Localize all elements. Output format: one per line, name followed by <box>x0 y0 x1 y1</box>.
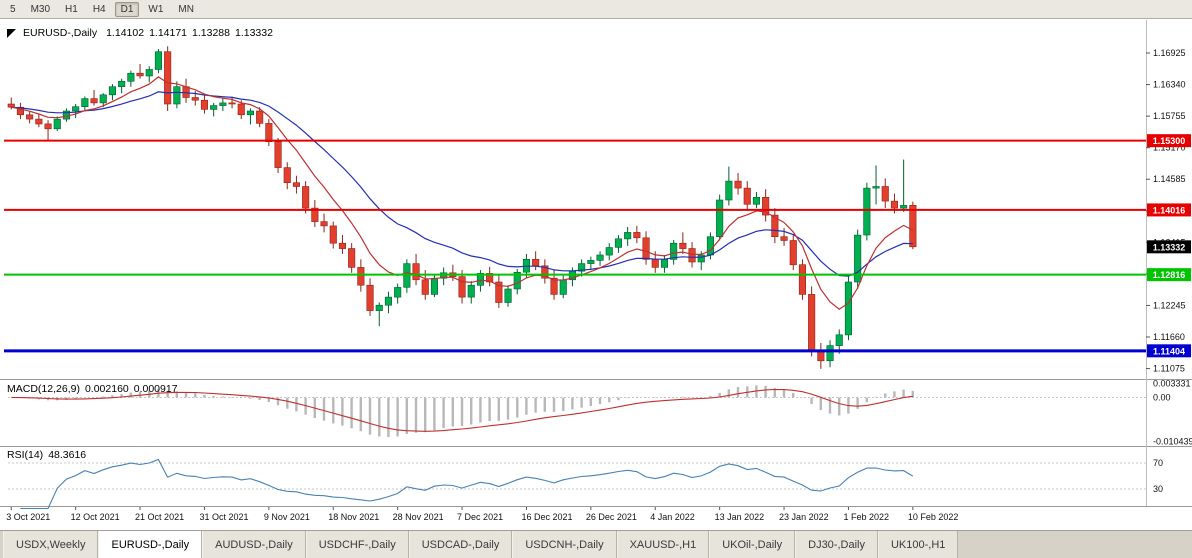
timeframe-button-5[interactable]: 5 <box>10 3 16 15</box>
svg-text:3 Oct 2021: 3 Oct 2021 <box>6 512 50 522</box>
chart-title: EURUSD-,Daily 1.14102 1.14171 1.13288 1.… <box>7 27 273 39</box>
macd-indicator: 0.003331 0.00 -0.010439 <box>8 378 1192 447</box>
time-axis: 3 Oct 2021 12 Oct 2021 21 Oct 2021 31 Oct 2… <box>6 507 958 522</box>
rsi-line <box>20 458 914 510</box>
timeframe-button-mn[interactable]: MN <box>178 3 194 15</box>
chart-tab-usdcad-daily[interactable]: USDCAD-,Daily <box>408 531 513 558</box>
svg-text:1.16925: 1.16925 <box>1153 48 1186 58</box>
svg-text:26 Dec 2021: 26 Dec 2021 <box>586 512 637 522</box>
svg-text:0.003331: 0.003331 <box>1153 378 1191 388</box>
svg-text:18 Nov 2021: 18 Nov 2021 <box>328 512 379 522</box>
svg-text:1.11075: 1.11075 <box>1153 364 1185 374</box>
current-price-axis-label <box>1147 240 1191 254</box>
ohlc-open: 1.14102 <box>106 27 145 39</box>
ohlc-high: 1.14171 <box>149 27 188 39</box>
chart-tab-usdchf-daily[interactable]: USDCHF-,Daily <box>305 531 409 558</box>
svg-text:1.15170: 1.15170 <box>1153 143 1186 153</box>
svg-text:16 Dec 2021: 16 Dec 2021 <box>521 512 572 522</box>
svg-text:0.00: 0.00 <box>1153 392 1171 402</box>
svg-text:70: 70 <box>1153 458 1163 468</box>
chart-tab-dj30-daily[interactable]: DJ30-,Daily <box>795 531 878 558</box>
svg-text:1.12816: 1.12816 <box>1153 270 1186 280</box>
svg-text:9 Nov 2021: 9 Nov 2021 <box>264 512 310 522</box>
svg-text:1.15300: 1.15300 <box>1153 136 1186 146</box>
timeframe-button-d1[interactable]: D1 <box>114 1 140 17</box>
fast-ma-line <box>11 76 914 310</box>
svg-text:31 Oct 2021: 31 Oct 2021 <box>199 512 248 522</box>
rsi-indicator: 70 30 <box>8 458 1163 510</box>
ohlc-low: 1.13288 <box>192 27 230 39</box>
chart-tab-xauusd-h1[interactable]: XAUUSD-,H1 <box>616 531 710 558</box>
price-level-axis-label-1.14016 <box>1147 203 1191 217</box>
svg-text:1.14016: 1.14016 <box>1153 205 1186 215</box>
price-level-axis-label-1.11404 <box>1147 344 1191 358</box>
svg-text:30: 30 <box>1153 484 1163 494</box>
macd-label: MACD(12,26,9) 0.002160 0.000917 <box>7 383 178 395</box>
candles-series <box>7 46 917 369</box>
svg-text:23 Jan 2022: 23 Jan 2022 <box>779 512 829 522</box>
rsi-label: RSI(14) 48.3616 <box>7 449 86 461</box>
svg-text:4 Jan 2022: 4 Jan 2022 <box>650 512 695 522</box>
svg-text:1.11404: 1.11404 <box>1153 346 1185 356</box>
macd-value-main: 0.002160 <box>84 383 129 395</box>
chart-tab-ukoil-daily[interactable]: UKOil-,Daily <box>709 531 796 558</box>
rsi-value: 48.3616 <box>48 449 87 461</box>
chart-tab-eurusd-daily[interactable]: EURUSD-,Daily <box>98 531 203 558</box>
svg-text:1.16340: 1.16340 <box>1153 80 1186 90</box>
svg-text:28 Nov 2021: 28 Nov 2021 <box>393 512 444 522</box>
svg-text:10 Feb 2022: 10 Feb 2022 <box>908 512 959 522</box>
svg-text:7 Dec 2021: 7 Dec 2021 <box>457 512 503 522</box>
chart-tab-uk100-h1[interactable]: UK100-,H1 <box>877 531 959 558</box>
macd-signal-line <box>11 388 913 432</box>
svg-text:1.11660: 1.11660 <box>1153 332 1185 342</box>
rsi-name: RSI(14) <box>7 449 44 461</box>
chart-tabbar: USDX,Weekly EURUSD-,Daily AUDUSD-,Daily USD… <box>0 530 1192 558</box>
chart-corner-marker <box>7 28 16 38</box>
timeframe-button-m30[interactable]: M30 <box>30 3 51 15</box>
timeframe-button-h4[interactable]: H4 <box>92 3 106 15</box>
price-level-axis-label-1.15300 <box>1147 134 1191 148</box>
timeframe-button-h1[interactable]: H1 <box>65 3 78 15</box>
svg-text:1.12245: 1.12245 <box>1153 300 1186 310</box>
svg-text:1.13332: 1.13332 <box>1153 242 1186 252</box>
svg-text:1.15755: 1.15755 <box>1153 111 1186 121</box>
ohlc-close: 1.13332 <box>235 27 273 39</box>
chart-tab-usdcnh-daily[interactable]: USDCNH-,Daily <box>512 531 617 558</box>
timeframe-button-w1[interactable]: W1 <box>148 3 164 15</box>
svg-text:12 Oct 2021: 12 Oct 2021 <box>71 512 120 522</box>
chart-tab-audusd-daily[interactable]: AUDUSD-,Daily <box>202 531 306 558</box>
timeframe-toolbar: 5 M30 H1 H4 D1 W1 MN <box>0 0 1192 19</box>
svg-text:1 Feb 2022: 1 Feb 2022 <box>843 512 889 522</box>
symbol-period-label: EURUSD-,Daily <box>23 27 98 39</box>
chart-tab-usdx-weekly[interactable]: USDX,Weekly <box>3 531 99 558</box>
svg-text:1.14585: 1.14585 <box>1153 174 1186 184</box>
svg-text:13 Jan 2022: 13 Jan 2022 <box>715 512 765 522</box>
price-level-axis-label-1.12816 <box>1147 268 1191 282</box>
svg-text:-0.010439: -0.010439 <box>1153 437 1192 447</box>
svg-text:21 Oct 2021: 21 Oct 2021 <box>135 512 184 522</box>
slow-ma-line <box>11 91 913 277</box>
price-chart[interactable]: 1.16925 1.16340 1.15755 1.15170 1.14585 1.140… <box>0 20 1192 530</box>
macd-name: MACD(12,26,9) <box>7 383 80 395</box>
macd-value-signal: 0.000917 <box>133 383 178 395</box>
